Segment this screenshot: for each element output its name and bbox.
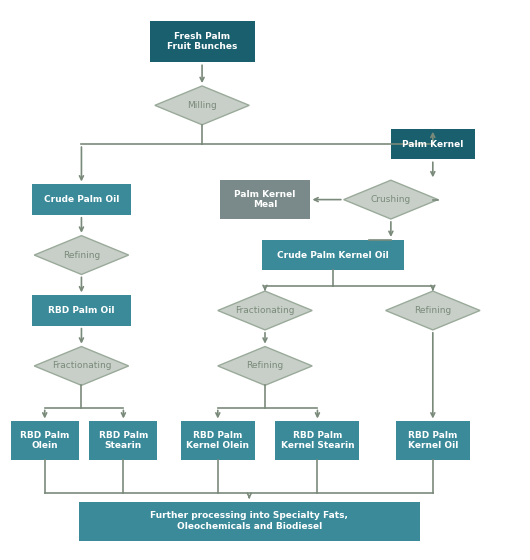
Text: Fractionating: Fractionating [235, 306, 295, 315]
FancyBboxPatch shape [32, 184, 131, 215]
Text: Refining: Refining [246, 361, 284, 370]
Text: Fractionating: Fractionating [52, 361, 111, 370]
Text: Further processing into Specialty Fats,
Oleochemicals and Biodiesel: Further processing into Specialty Fats, … [151, 511, 348, 531]
Text: RBD Palm
Kernel Stearin: RBD Palm Kernel Stearin [280, 431, 354, 450]
Text: Refining: Refining [63, 250, 100, 259]
FancyBboxPatch shape [262, 240, 404, 270]
Text: Palm Kernel: Palm Kernel [402, 139, 464, 148]
FancyBboxPatch shape [11, 421, 79, 460]
FancyBboxPatch shape [149, 21, 254, 62]
Text: Refining: Refining [414, 306, 452, 315]
Text: Milling: Milling [187, 101, 217, 110]
FancyBboxPatch shape [32, 295, 131, 326]
FancyBboxPatch shape [396, 421, 470, 460]
Text: RBD Palm
Kernel Olein: RBD Palm Kernel Olein [187, 431, 249, 450]
FancyBboxPatch shape [391, 129, 475, 160]
FancyBboxPatch shape [90, 421, 157, 460]
Text: RBD Palm Oil: RBD Palm Oil [48, 306, 114, 315]
Polygon shape [34, 236, 129, 274]
Polygon shape [386, 291, 480, 330]
FancyBboxPatch shape [276, 421, 359, 460]
FancyBboxPatch shape [79, 502, 420, 540]
Text: Palm Kernel
Meal: Palm Kernel Meal [234, 190, 296, 209]
Text: RBD Palm
Kernel Oil: RBD Palm Kernel Oil [408, 431, 458, 450]
FancyBboxPatch shape [181, 421, 254, 460]
Text: Fresh Palm
Fruit Bunches: Fresh Palm Fruit Bunches [167, 32, 237, 52]
Text: Crude Palm Kernel Oil: Crude Palm Kernel Oil [277, 250, 389, 259]
Polygon shape [218, 291, 312, 330]
Text: Crushing: Crushing [371, 195, 411, 204]
Polygon shape [218, 347, 312, 385]
Text: RBD Palm
Stearin: RBD Palm Stearin [99, 431, 148, 450]
Polygon shape [155, 86, 249, 125]
FancyBboxPatch shape [220, 180, 310, 219]
Polygon shape [34, 347, 129, 385]
Text: RBD Palm
Olein: RBD Palm Olein [20, 431, 69, 450]
Text: Crude Palm Oil: Crude Palm Oil [44, 195, 119, 204]
Polygon shape [343, 180, 438, 219]
